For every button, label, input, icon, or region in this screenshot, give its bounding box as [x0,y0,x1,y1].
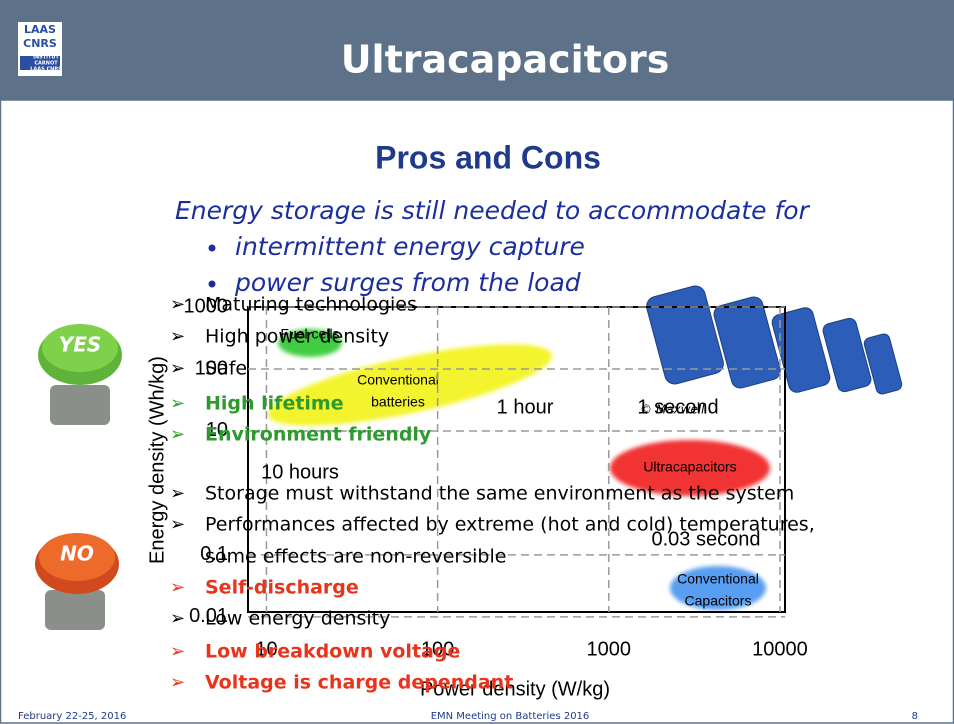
arrow-bullet: ➢ [170,358,185,379]
intro-bullet: intermittent energy capture [235,232,585,261]
con-item: some effects are non-reversible [205,546,506,568]
con-item: Voltage is charge dependant [205,672,513,694]
arrow-bullet: ➢ [170,483,185,504]
arrow-bullet: ➢ [170,326,185,347]
region-label: Ultracapacitors [643,459,736,475]
footer-date: February 22-25, 2016 [18,711,126,722]
region-label: batteries [371,394,425,410]
button-label: NO [60,542,94,566]
arrow-bullet: ➢ [170,577,185,598]
footer-page: 8 [912,711,918,722]
region-label: Conventional [357,372,439,388]
image-credit: © Maxwell [640,403,705,417]
x-tick-label: 10000 [752,638,808,660]
intro-text: Energy storage is still needed to accomm… [175,196,811,225]
subtitle: Pros and Cons [375,139,601,175]
con-item: Storage must withstand the same environm… [205,483,794,505]
arrow-bullet: ➢ [170,641,185,662]
arrow-bullet: ➢ [170,393,185,414]
region-label: Conventional [677,571,759,587]
button-label: YES [59,333,102,357]
time-label: 1 hour [497,396,554,418]
con-item: Low energy density [205,608,390,630]
logo-text: CNRS [23,37,57,50]
arrow-bullet: ➢ [170,514,185,535]
slide-title: Ultracapacitors [341,38,670,82]
bullet-dot [209,281,216,288]
con-item: Low breakdown voltage [205,641,460,663]
time-label: 10 hours [261,461,339,483]
x-tick-label: 1000 [587,638,632,660]
slide: UltracapacitorsLAASCNRSINSTITUTCARNOTLAA… [0,0,954,724]
pro-item: High lifetime [205,393,344,415]
logo-text: LAAS CNRS [30,67,62,73]
pro-item: Safe [205,358,247,380]
con-item: Self-discharge [205,577,359,599]
pro-item: High power density [205,326,389,348]
arrow-bullet: ➢ [170,424,185,445]
region-label: Capacitors [685,593,752,609]
arrow-bullet: ➢ [170,672,185,693]
con-item: Performances affected by extreme (hot an… [205,514,815,536]
arrow-bullet: ➢ [170,608,185,629]
arrow-bullet: ➢ [170,294,185,315]
pro-item: Environment friendly [205,424,432,446]
logo-text: LAAS [24,23,56,36]
footer-event: EMN Meeting on Batteries 2016 [431,711,590,722]
y-axis-label: Energy density (Wh/kg) [146,356,168,564]
bullet-dot [209,245,216,252]
pro-item: Maturing technologies [205,294,417,316]
